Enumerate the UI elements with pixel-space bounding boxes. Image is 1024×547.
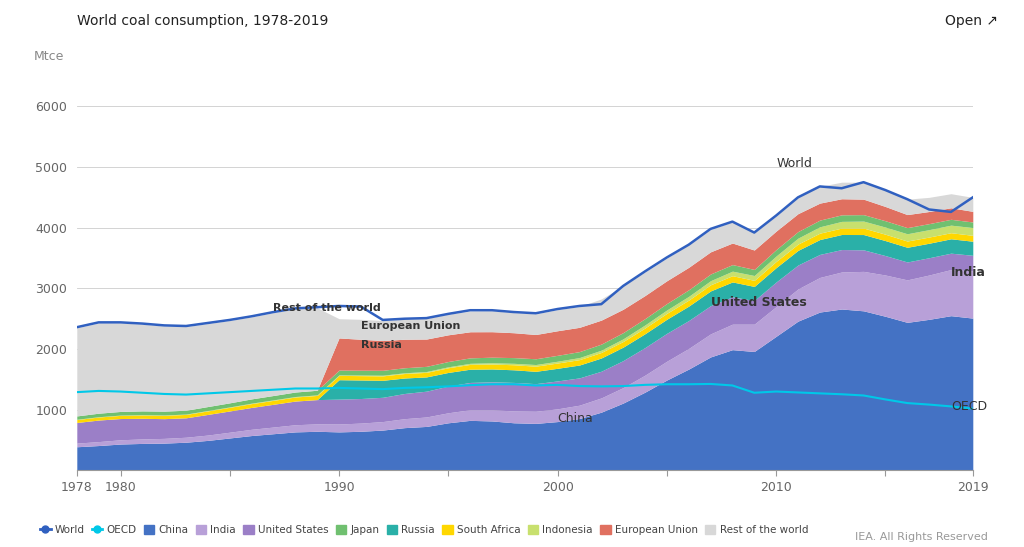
Legend: World, OECD, China, India, United States, Japan, Russia, South Africa, Indonesia: World, OECD, China, India, United States…	[36, 521, 812, 539]
Text: Mtce: Mtce	[34, 50, 65, 62]
Text: Open ↗: Open ↗	[945, 14, 998, 28]
Text: Rest of the world: Rest of the world	[273, 303, 381, 313]
Text: European Union: European Union	[360, 321, 460, 331]
Text: China: China	[558, 412, 593, 424]
Text: India: India	[951, 266, 986, 279]
Text: IEA. All Rights Reserved: IEA. All Rights Reserved	[855, 532, 988, 542]
Text: United States: United States	[711, 296, 806, 310]
Text: World: World	[776, 158, 812, 171]
Text: World coal consumption, 1978-2019: World coal consumption, 1978-2019	[77, 14, 328, 28]
Text: Russia: Russia	[360, 340, 401, 351]
Text: OECD: OECD	[951, 400, 987, 412]
